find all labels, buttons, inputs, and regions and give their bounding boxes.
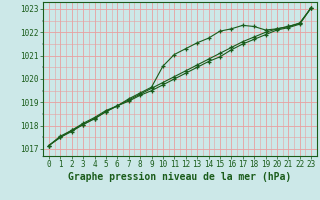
X-axis label: Graphe pression niveau de la mer (hPa): Graphe pression niveau de la mer (hPa) bbox=[68, 172, 292, 182]
